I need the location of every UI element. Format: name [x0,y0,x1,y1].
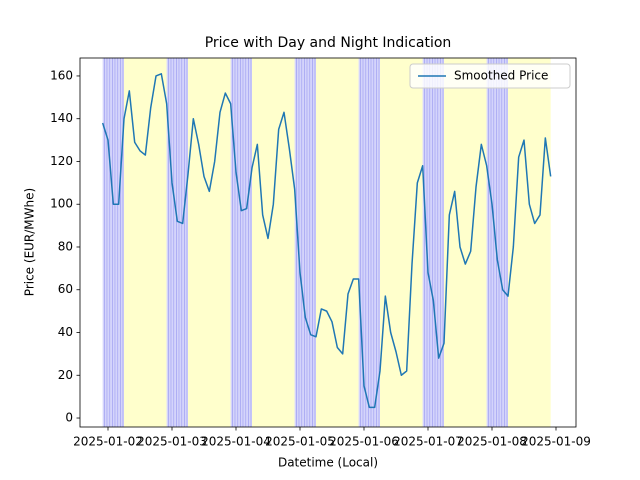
night-band-stripes [358,58,380,427]
night-band-stripes [230,58,252,427]
night-band-stripes [102,58,124,427]
night-band-stripes [422,58,444,427]
legend-box [409,63,571,89]
y-tick-label: 0 [65,411,73,425]
day-band [124,58,167,427]
x-tick-label: 2025-01-06 [329,435,399,449]
day-band [316,58,359,427]
day-band [252,58,295,427]
night-band-stripes [486,58,508,427]
x-tick-label: 2025-01-05 [265,435,335,449]
day-band [380,58,423,427]
y-tick-label: 100 [50,197,73,211]
y-axis-label: Price (EUR/MWhe) [23,188,37,296]
day-band [444,58,487,427]
x-tick-label: 2025-01-02 [73,435,143,449]
x-tick-label: 2025-01-09 [521,435,591,449]
y-tick-label: 140 [50,111,73,125]
axes-frame [79,57,577,428]
y-tick-label: 80 [58,239,73,253]
day-band [508,58,551,427]
x-tick-label: 2025-01-08 [457,435,527,449]
day-band [188,58,231,427]
y-tick-label: 120 [50,154,73,168]
price-line [101,73,552,409]
y-tick-label: 20 [58,368,73,382]
x-axis-label: Datetime (Local) [278,456,378,470]
y-tick-label: 160 [50,68,73,82]
x-tick-label: 2025-01-03 [137,435,207,449]
x-tick-label: 2025-01-07 [393,435,463,449]
y-tick-label: 40 [58,325,73,339]
night-band-stripes [166,58,188,427]
y-tick-label: 60 [58,282,73,296]
chart-title: Price with Day and Night Indication [205,35,452,51]
legend-label: Smoothed Price [454,69,548,83]
x-tick-label: 2025-01-04 [201,435,271,449]
